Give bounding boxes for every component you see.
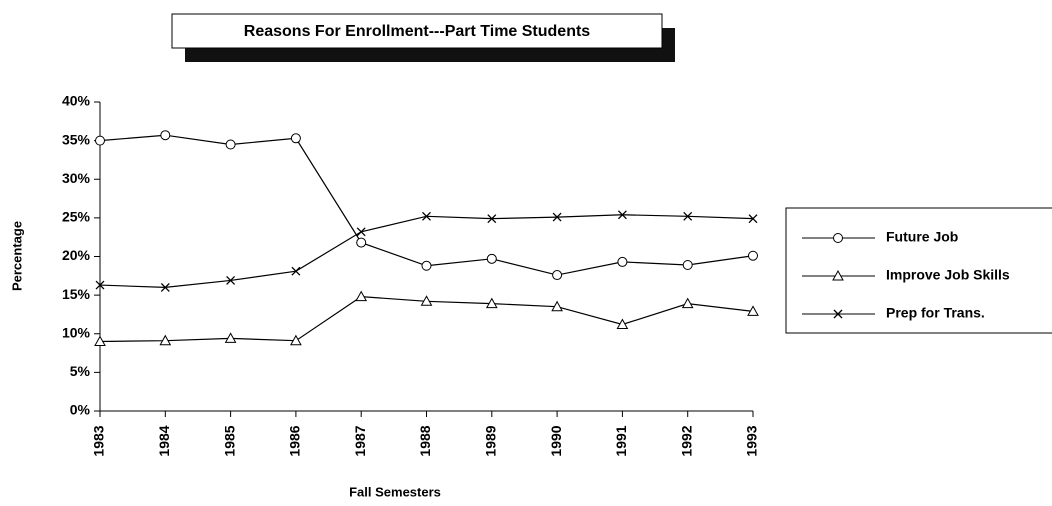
data-point <box>290 133 301 144</box>
data-point <box>355 290 368 302</box>
data-point <box>95 135 105 146</box>
data-point <box>681 297 694 309</box>
x-tick-label: 1990 <box>548 425 564 456</box>
data-point <box>486 253 497 264</box>
x-tick-label: 1989 <box>483 425 499 456</box>
x-tick-label: 1993 <box>744 425 760 456</box>
x-tick-label: 1987 <box>352 425 368 456</box>
data-point <box>683 211 693 221</box>
x-tick-label: 1992 <box>678 425 694 456</box>
data-point <box>225 139 236 150</box>
chart-title: Reasons For Enrollment---Part Time Stude… <box>244 23 591 40</box>
data-point <box>551 300 563 312</box>
data-point <box>160 282 170 292</box>
x-axis-label: Fall Semesters <box>349 484 441 499</box>
y-tick-label: 10% <box>62 324 91 340</box>
x-tick-label: 1983 <box>91 425 107 456</box>
series-line <box>99 214 754 289</box>
data-point <box>291 266 301 276</box>
data-point <box>617 210 627 220</box>
data-point <box>552 212 562 222</box>
y-tick-label: 35% <box>62 131 91 147</box>
data-point <box>226 275 236 285</box>
data-point <box>420 295 433 306</box>
data-point <box>94 335 106 346</box>
y-tick-label: 40% <box>62 93 91 109</box>
data-point <box>224 332 237 343</box>
x-tick-label: 1991 <box>613 425 629 456</box>
x-tick-label: 1984 <box>156 425 172 456</box>
x-tick-label: 1985 <box>221 425 237 456</box>
legend-marker <box>832 269 844 281</box>
data-point <box>748 250 758 261</box>
legend-box <box>785 207 1052 334</box>
series-line <box>99 134 754 276</box>
legend-label: Prep for Trans. <box>886 305 985 321</box>
data-point <box>290 334 302 346</box>
data-point <box>160 130 171 141</box>
data-point <box>552 270 563 281</box>
y-tick-label: 5% <box>70 363 91 379</box>
data-point <box>421 260 432 271</box>
data-point <box>748 214 758 224</box>
legend-label: Future Job <box>886 229 958 245</box>
y-tick-label: 0% <box>70 402 91 418</box>
legend-label: Improve Job Skills <box>886 267 1010 283</box>
data-point <box>616 318 629 329</box>
data-point <box>617 256 628 267</box>
y-axis-label: Percentage <box>9 221 24 291</box>
legend-marker <box>833 309 843 319</box>
y-tick-label: 30% <box>62 170 91 186</box>
data-point <box>485 297 498 309</box>
y-tick-label: 15% <box>62 286 91 302</box>
y-tick-label: 25% <box>62 209 91 225</box>
data-point <box>159 334 172 346</box>
y-tick-label: 20% <box>62 247 91 263</box>
data-point <box>682 259 693 270</box>
x-tick-label: 1988 <box>417 425 433 456</box>
data-point <box>356 227 366 237</box>
data-point <box>747 305 759 316</box>
data-point <box>487 214 497 224</box>
data-point <box>422 211 431 221</box>
data-point <box>95 280 105 290</box>
legend-marker <box>833 233 843 243</box>
title-box <box>171 13 663 49</box>
data-point <box>356 237 367 248</box>
x-tick-label: 1986 <box>287 425 303 456</box>
